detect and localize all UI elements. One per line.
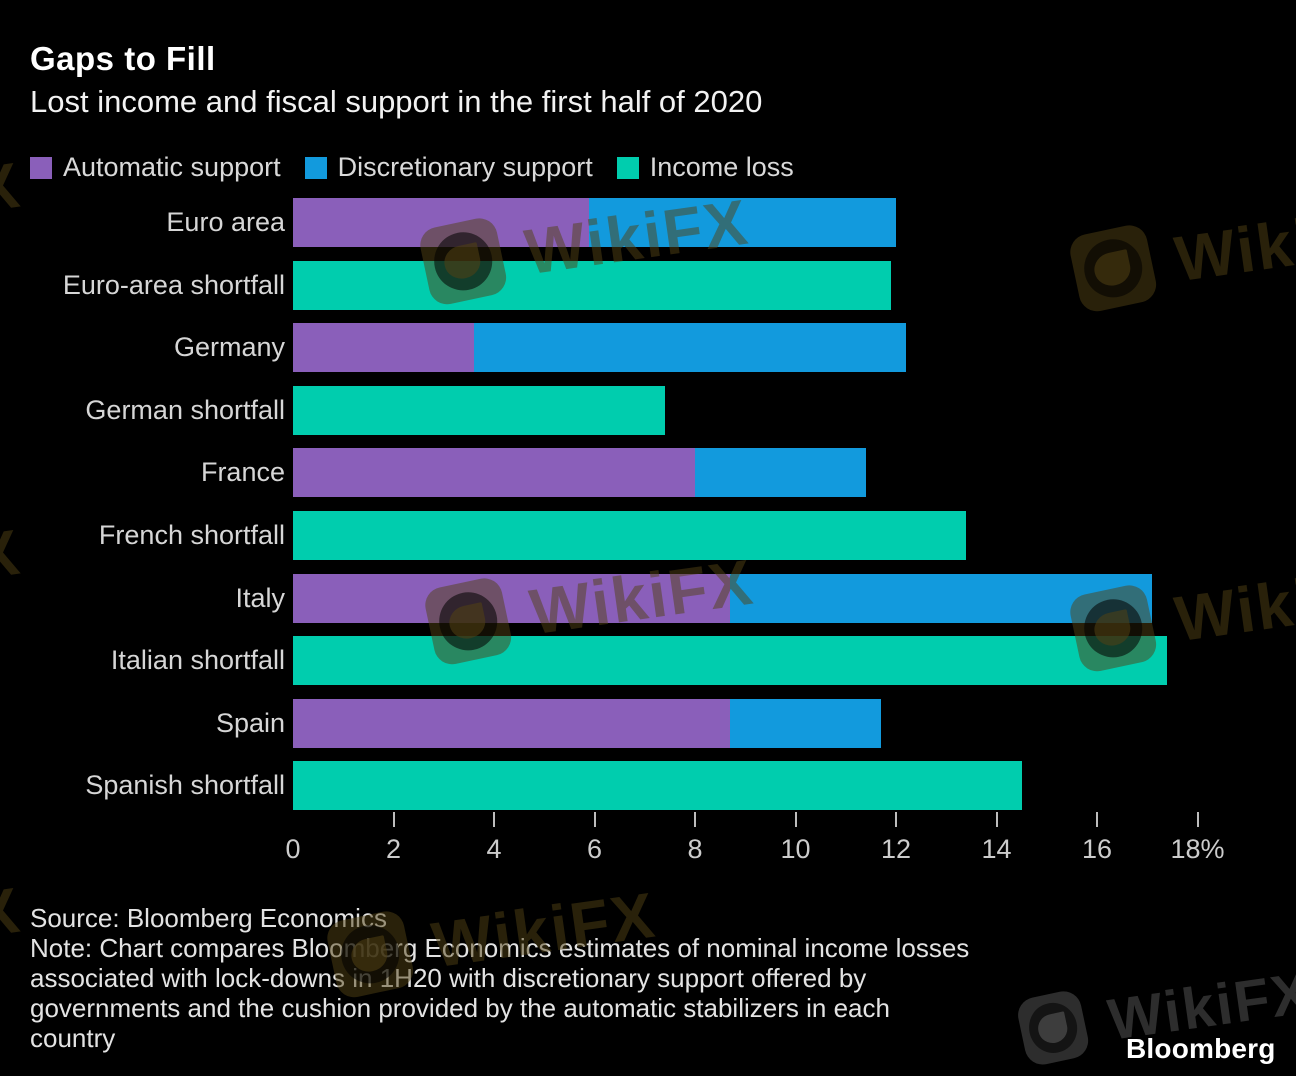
axis-tick-label: 14 xyxy=(981,834,1012,864)
note-text: Note: Chart compares Bloomberg Economics… xyxy=(30,933,1040,1053)
note-line: associated with lock-downs in 1H20 with … xyxy=(30,963,867,993)
category-label: Euro-area shortfall xyxy=(62,269,285,300)
category-label: Euro area xyxy=(166,207,285,237)
bar-segment-discretionary xyxy=(473,323,907,373)
bar-segment-automatic xyxy=(293,323,474,373)
category-label: Spanish shortfall xyxy=(85,770,285,801)
axis-tick xyxy=(593,812,596,827)
page-title: Gaps to Fill xyxy=(30,40,216,77)
category-label: France xyxy=(200,457,285,488)
bar-segment-income_loss xyxy=(293,761,1022,811)
axis-tick-label: 12 xyxy=(880,834,912,864)
axis-tick-label: 10 xyxy=(780,834,811,864)
axis-tick xyxy=(694,812,696,827)
bar-row: Euro-area shortfall xyxy=(0,260,1296,310)
legend-item-discretionary: Discretionary support xyxy=(304,152,593,183)
axis-tick xyxy=(493,812,495,827)
axis-tick-label: 8 xyxy=(687,834,703,864)
note-line: Note: Chart compares Bloomberg Economics… xyxy=(30,933,970,963)
x-axis: 0 2 4 6 8 10 12 14 16 18% xyxy=(285,812,1225,872)
bar-row: Italy xyxy=(0,573,1296,623)
legend-swatch-discretionary-icon xyxy=(304,156,327,179)
category-label: Germany xyxy=(173,332,285,363)
bar-segment-automatic xyxy=(293,698,731,748)
bar-segment-income_loss xyxy=(293,636,1168,686)
axis-tick xyxy=(895,812,897,827)
axis-tick xyxy=(995,812,998,827)
bar-row: Euro area xyxy=(0,198,1296,247)
page-subtitle: Lost income and fiscal support in the fi… xyxy=(30,84,763,119)
bar-segment-income_loss xyxy=(293,385,665,435)
bar-row: German shortfall xyxy=(0,385,1296,435)
source-text: Source: Bloomberg Economics xyxy=(30,903,387,933)
bar-segment-automatic xyxy=(293,573,731,623)
wikifx-watermark-text: WikiFX xyxy=(0,873,26,977)
bar-segment-income_loss xyxy=(293,260,891,310)
bar-row: Italian shortfall xyxy=(0,636,1296,686)
axis-tick xyxy=(1096,812,1098,827)
axis-tick-label: 18% xyxy=(1170,834,1225,864)
bar-segment-discretionary xyxy=(695,448,866,498)
legend-label: Automatic support xyxy=(63,152,281,182)
axis-tick-label: 6 xyxy=(586,834,603,864)
bar-row: Germany xyxy=(0,323,1296,373)
bar-segment-discretionary xyxy=(589,198,896,247)
category-label: Spain xyxy=(215,707,285,738)
bar-row: Spanish shortfall xyxy=(0,761,1296,811)
category-label: German shortfall xyxy=(85,394,285,425)
note-line: country xyxy=(30,1023,116,1053)
legend: Automatic support Discretionary support … xyxy=(30,152,818,183)
bar-segment-automatic xyxy=(293,448,695,498)
legend-label: Discretionary support xyxy=(337,152,593,182)
legend-item-automatic: Automatic support xyxy=(30,152,281,183)
bar-segment-income_loss xyxy=(293,511,967,560)
axis-tick-label: 4 xyxy=(486,834,502,864)
bloomberg-logo: Bloomberg xyxy=(1126,1033,1276,1064)
bar-row: France xyxy=(0,448,1296,498)
legend-swatch-automatic-icon xyxy=(30,156,52,179)
axis-tick xyxy=(794,812,797,827)
axis-tick xyxy=(392,812,395,827)
bar-segment-automatic xyxy=(293,198,590,247)
bar-segment-discretionary xyxy=(730,573,1153,623)
legend-swatch-income-loss-icon xyxy=(616,156,639,179)
axis-tick-label: 0 xyxy=(285,834,301,864)
bar-segment-discretionary xyxy=(730,698,881,748)
category-label: Italy xyxy=(235,582,285,613)
category-label: French shortfall xyxy=(98,520,285,550)
axis-tick-label: 2 xyxy=(385,834,402,864)
axis-tick xyxy=(1196,812,1199,827)
legend-item-income-loss: Income loss xyxy=(616,152,794,183)
category-label: Italian shortfall xyxy=(110,645,285,676)
legend-label: Income loss xyxy=(649,152,794,182)
wikifx-watermark: WikiFX xyxy=(0,871,26,994)
bar-row: French shortfall xyxy=(0,511,1296,560)
axis-tick-label: 16 xyxy=(1081,834,1113,864)
note-line: governments and the cushion provided by … xyxy=(30,993,890,1023)
bar-row: Spain xyxy=(0,698,1296,748)
